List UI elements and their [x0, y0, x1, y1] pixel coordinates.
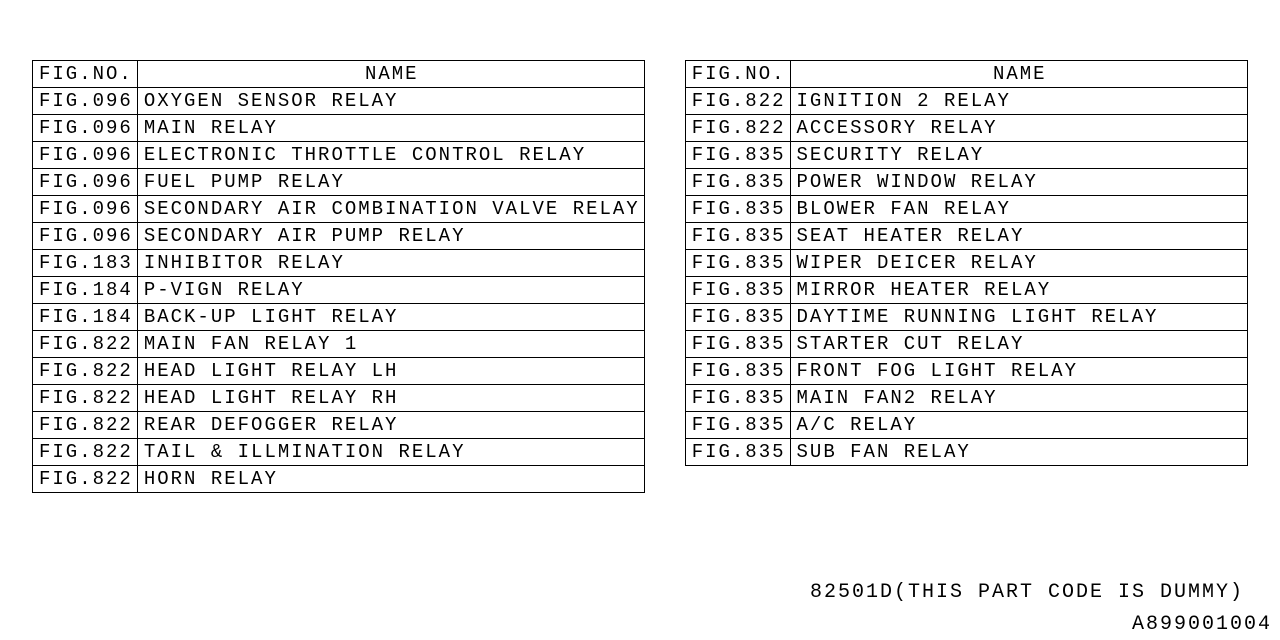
cell-fig: FIG.822 — [33, 358, 138, 385]
cell-fig: FIG.096 — [33, 196, 138, 223]
table-row: FIG.835DAYTIME RUNNING LIGHT RELAY — [685, 304, 1247, 331]
table-row: FIG.835MAIN FAN2 RELAY — [685, 385, 1247, 412]
cell-fig: FIG.822 — [33, 439, 138, 466]
cell-fig: FIG.835 — [685, 196, 790, 223]
cell-fig: FIG.835 — [685, 385, 790, 412]
table-row: FIG.835WIPER DEICER RELAY — [685, 250, 1247, 277]
table-row: FIG.835SEAT HEATER RELAY — [685, 223, 1247, 250]
table-row: FIG.184P-VIGN RELAY — [33, 277, 645, 304]
cell-fig: FIG.835 — [685, 331, 790, 358]
cell-name: TAIL & ILLMINATION RELAY — [137, 439, 644, 466]
cell-name: A/C RELAY — [790, 412, 1247, 439]
cell-name: SECONDARY AIR COMBINATION VALVE RELAY — [137, 196, 644, 223]
cell-name: REAR DEFOGGER RELAY — [137, 412, 644, 439]
cell-fig: FIG.822 — [33, 466, 138, 493]
cell-fig: FIG.096 — [33, 115, 138, 142]
page: FIG.NO. NAME FIG.096OXYGEN SENSOR RELAYF… — [0, 0, 1280, 640]
relay-table-left: FIG.NO. NAME FIG.096OXYGEN SENSOR RELAYF… — [32, 60, 645, 493]
cell-fig: FIG.184 — [33, 304, 138, 331]
table-row: FIG.184BACK-UP LIGHT RELAY — [33, 304, 645, 331]
cell-fig: FIG.822 — [33, 385, 138, 412]
cell-name: MAIN FAN RELAY 1 — [137, 331, 644, 358]
table-row: FIG.835SUB FAN RELAY — [685, 439, 1247, 466]
header-name: NAME — [790, 61, 1247, 88]
table-row: FIG.822HORN RELAY — [33, 466, 645, 493]
table-row: FIG.835SECURITY RELAY — [685, 142, 1247, 169]
cell-name: FUEL PUMP RELAY — [137, 169, 644, 196]
cell-name: SUB FAN RELAY — [790, 439, 1247, 466]
table-row: FIG.183INHIBITOR RELAY — [33, 250, 645, 277]
cell-name: SECURITY RELAY — [790, 142, 1247, 169]
cell-name: HEAD LIGHT RELAY RH — [137, 385, 644, 412]
table-row: FIG.096SECONDARY AIR COMBINATION VALVE R… — [33, 196, 645, 223]
cell-fig: FIG.822 — [685, 115, 790, 142]
cell-name: BLOWER FAN RELAY — [790, 196, 1247, 223]
table-row: FIG.822IGNITION 2 RELAY — [685, 88, 1247, 115]
header-fig: FIG.NO. — [685, 61, 790, 88]
cell-fig: FIG.835 — [685, 169, 790, 196]
cell-fig: FIG.835 — [685, 439, 790, 466]
cell-name: WIPER DEICER RELAY — [790, 250, 1247, 277]
cell-fig: FIG.835 — [685, 277, 790, 304]
cell-name: HEAD LIGHT RELAY LH — [137, 358, 644, 385]
cell-fig: FIG.096 — [33, 88, 138, 115]
cell-name: HORN RELAY — [137, 466, 644, 493]
table-row: FIG.822TAIL & ILLMINATION RELAY — [33, 439, 645, 466]
table-row: FIG.096MAIN RELAY — [33, 115, 645, 142]
cell-name: INHIBITOR RELAY — [137, 250, 644, 277]
cell-name: BACK-UP LIGHT RELAY — [137, 304, 644, 331]
table-row: FIG.096FUEL PUMP RELAY — [33, 169, 645, 196]
cell-fig: FIG.822 — [685, 88, 790, 115]
table-row: FIG.822HEAD LIGHT RELAY LH — [33, 358, 645, 385]
cell-fig: FIG.096 — [33, 142, 138, 169]
cell-fig: FIG.835 — [685, 304, 790, 331]
table-row: FIG.835POWER WINDOW RELAY — [685, 169, 1247, 196]
cell-name: SEAT HEATER RELAY — [790, 223, 1247, 250]
header-name: NAME — [137, 61, 644, 88]
table-row: FIG.096SECONDARY AIR PUMP RELAY — [33, 223, 645, 250]
part-code-note: 82501D(THIS PART CODE IS DUMMY) — [810, 581, 1244, 604]
table-row: FIG.822ACCESSORY RELAY — [685, 115, 1247, 142]
cell-name: ELECTRONIC THROTTLE CONTROL RELAY — [137, 142, 644, 169]
table-header-row: FIG.NO. NAME — [33, 61, 645, 88]
cell-name: FRONT FOG LIGHT RELAY — [790, 358, 1247, 385]
table-row: FIG.822HEAD LIGHT RELAY RH — [33, 385, 645, 412]
cell-fig: FIG.835 — [685, 142, 790, 169]
table-row: FIG.096OXYGEN SENSOR RELAY — [33, 88, 645, 115]
relay-table-right: FIG.NO. NAME FIG.822IGNITION 2 RELAYFIG.… — [685, 60, 1248, 466]
cell-fig: FIG.835 — [685, 358, 790, 385]
table-row: FIG.835BLOWER FAN RELAY — [685, 196, 1247, 223]
cell-fig: FIG.835 — [685, 412, 790, 439]
cell-name: MAIN RELAY — [137, 115, 644, 142]
cell-name: POWER WINDOW RELAY — [790, 169, 1247, 196]
cell-fig: FIG.822 — [33, 331, 138, 358]
cell-name: DAYTIME RUNNING LIGHT RELAY — [790, 304, 1247, 331]
table-header-row: FIG.NO. NAME — [685, 61, 1247, 88]
table-row: FIG.822MAIN FAN RELAY 1 — [33, 331, 645, 358]
cell-name: ACCESSORY RELAY — [790, 115, 1247, 142]
table-row: FIG.835A/C RELAY — [685, 412, 1247, 439]
cell-name: MAIN FAN2 RELAY — [790, 385, 1247, 412]
cell-name: P-VIGN RELAY — [137, 277, 644, 304]
cell-name: SECONDARY AIR PUMP RELAY — [137, 223, 644, 250]
cell-fig: FIG.183 — [33, 250, 138, 277]
table-row: FIG.822REAR DEFOGGER RELAY — [33, 412, 645, 439]
cell-name: IGNITION 2 RELAY — [790, 88, 1247, 115]
header-fig: FIG.NO. — [33, 61, 138, 88]
cell-fig: FIG.096 — [33, 169, 138, 196]
tables-container: FIG.NO. NAME FIG.096OXYGEN SENSOR RELAYF… — [0, 0, 1280, 493]
cell-fig: FIG.184 — [33, 277, 138, 304]
table-row: FIG.835STARTER CUT RELAY — [685, 331, 1247, 358]
cell-fig: FIG.835 — [685, 250, 790, 277]
cell-fig: FIG.096 — [33, 223, 138, 250]
cell-fig: FIG.835 — [685, 223, 790, 250]
drawing-code: A899001004 — [1132, 613, 1272, 636]
table-row: FIG.835MIRROR HEATER RELAY — [685, 277, 1247, 304]
cell-name: OXYGEN SENSOR RELAY — [137, 88, 644, 115]
table-row: FIG.096ELECTRONIC THROTTLE CONTROL RELAY — [33, 142, 645, 169]
cell-fig: FIG.822 — [33, 412, 138, 439]
table-row: FIG.835FRONT FOG LIGHT RELAY — [685, 358, 1247, 385]
cell-name: STARTER CUT RELAY — [790, 331, 1247, 358]
cell-name: MIRROR HEATER RELAY — [790, 277, 1247, 304]
